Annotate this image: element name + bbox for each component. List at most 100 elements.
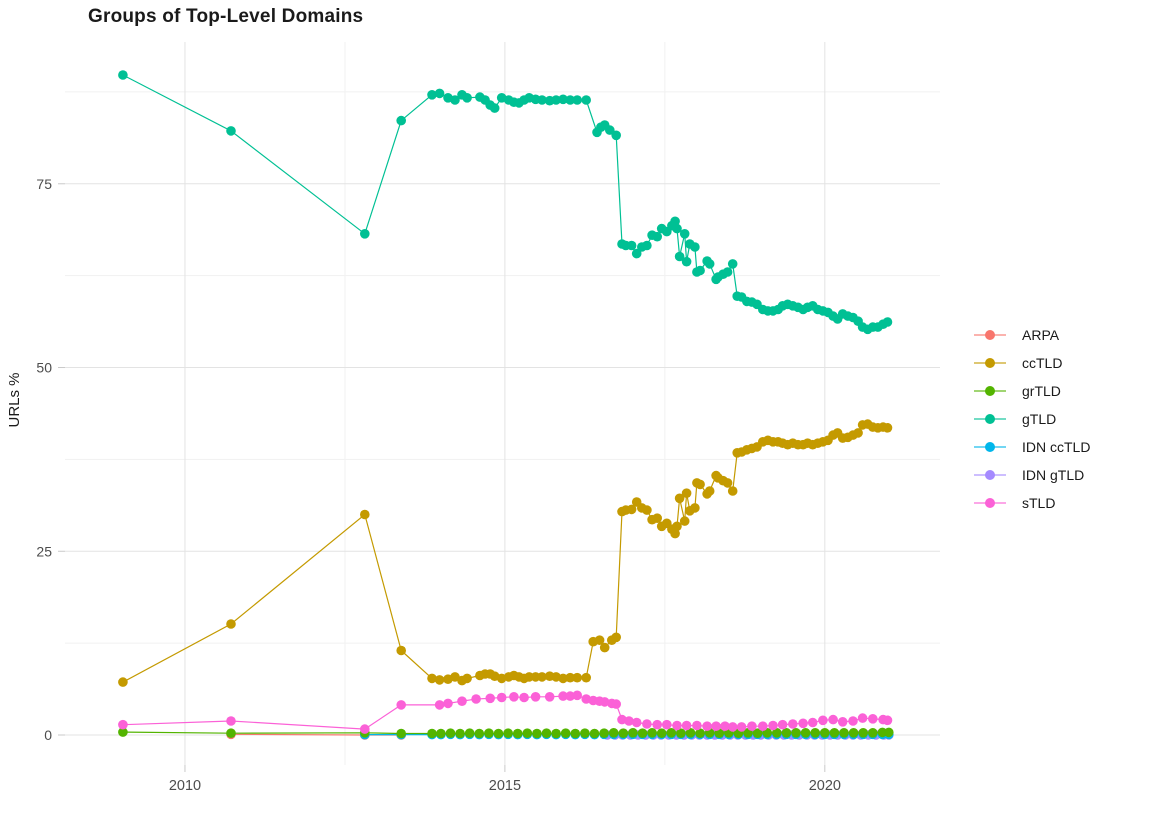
data-point [642, 505, 652, 515]
data-point [537, 95, 547, 105]
data-point [570, 728, 581, 739]
data-point [484, 728, 494, 738]
data-point [436, 728, 446, 739]
data-point [226, 126, 236, 136]
data-point [788, 719, 798, 729]
series-cctld [118, 419, 893, 687]
data-point [807, 717, 818, 728]
data-point [672, 521, 682, 532]
data-point [474, 728, 485, 739]
data-point [772, 728, 782, 738]
data-point [752, 728, 763, 738]
series-grtld [118, 727, 894, 739]
data-point [462, 673, 472, 684]
y-tick-label: 0 [44, 727, 52, 743]
data-point [434, 700, 445, 710]
data-point [882, 715, 893, 726]
data-point [690, 503, 700, 513]
data-point [532, 728, 542, 739]
data-point [443, 698, 453, 709]
legend-key-point [985, 498, 995, 508]
data-point [711, 721, 721, 731]
data-point [672, 720, 682, 731]
data-point [652, 719, 662, 730]
data-point [666, 728, 677, 738]
legend-label: IDN ccTLD [1022, 439, 1091, 455]
data-point [611, 699, 621, 709]
data-point [445, 728, 456, 738]
y-tick-label: 25 [36, 543, 52, 559]
data-point [360, 724, 370, 734]
data-point [396, 115, 407, 126]
data-point [519, 692, 529, 703]
data-point [427, 90, 437, 100]
data-point [692, 720, 702, 731]
data-point [647, 728, 657, 738]
data-point [118, 727, 128, 737]
data-point [360, 509, 370, 520]
data-point [599, 642, 610, 653]
series-stld [118, 690, 893, 734]
data-point [882, 423, 893, 433]
data-point [674, 251, 685, 262]
data-point [818, 715, 828, 726]
legend-label: IDN gTLD [1022, 467, 1085, 483]
data-point [702, 721, 712, 731]
data-point [512, 728, 523, 739]
data-point [464, 728, 475, 738]
data-point [489, 103, 500, 113]
data-point [360, 229, 370, 239]
legend-key-gtld [974, 414, 1006, 424]
data-point [674, 493, 685, 504]
data-point [882, 317, 893, 327]
data-point [853, 428, 863, 438]
data-point [551, 95, 561, 105]
data-point [565, 672, 575, 683]
data-point [777, 719, 788, 730]
data-point [637, 728, 648, 738]
legend-key-point [985, 358, 995, 368]
data-point [798, 718, 808, 729]
legend-key-idn-gtld [974, 470, 1006, 480]
legend-key-idn-cctld [974, 442, 1006, 452]
data-point [450, 95, 460, 105]
data-point [656, 728, 667, 738]
legend-key-arpa [974, 330, 1006, 340]
data-point [642, 240, 652, 251]
data-point [544, 692, 555, 702]
data-point [565, 691, 575, 701]
legend-key-point [985, 442, 995, 452]
data-point [681, 488, 692, 499]
data-point [685, 728, 696, 738]
y-tick-label: 50 [36, 360, 52, 376]
legend-key-grtld [974, 386, 1006, 396]
x-tick-label: 2020 [809, 778, 841, 794]
chart-title: Groups of Top-Level Domains [88, 6, 364, 27]
data-point [720, 721, 730, 731]
legend-key-cctld [974, 358, 1006, 368]
data-point [791, 728, 801, 738]
data-point [676, 728, 686, 738]
data-point [848, 716, 858, 726]
data-point [434, 88, 445, 99]
data-point [427, 728, 437, 739]
data-point [652, 231, 662, 242]
legend-label: ARPA [1022, 327, 1060, 343]
data-point [608, 728, 619, 738]
legend-item-idn-gtld: IDN gTLD [972, 461, 1090, 489]
data-point [727, 722, 738, 732]
data-point [839, 728, 849, 738]
data-point [768, 720, 778, 731]
data-point [681, 256, 692, 267]
data-point [690, 242, 700, 252]
data-point [457, 696, 467, 706]
data-point [624, 716, 634, 726]
data-point [522, 728, 533, 738]
data-point [530, 692, 541, 702]
legend-label: sTLD [1022, 495, 1056, 511]
data-point [605, 125, 615, 135]
data-point [509, 692, 519, 702]
data-point [727, 486, 738, 496]
legend-label: ccTLD [1022, 355, 1063, 371]
data-point [670, 528, 680, 539]
